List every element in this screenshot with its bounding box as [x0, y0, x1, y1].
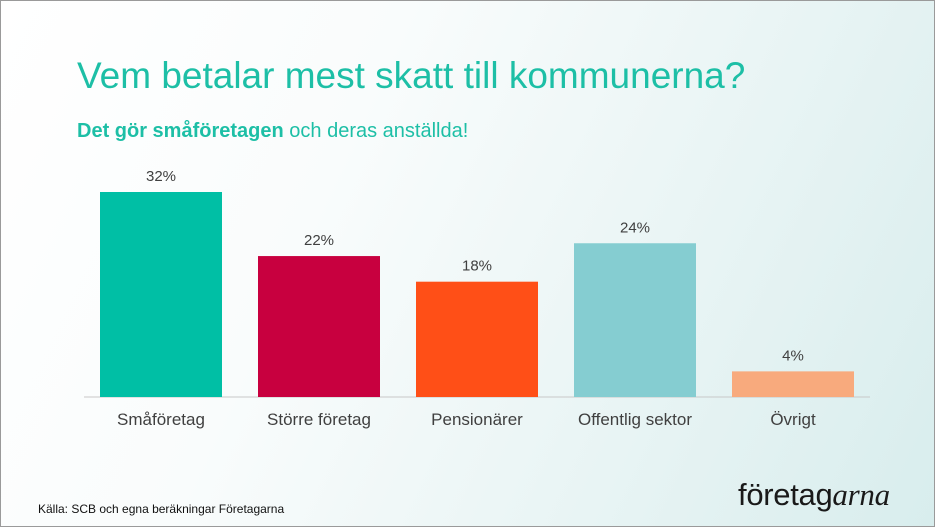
category-label-4: Övrigt: [770, 410, 816, 429]
bar-2: [416, 281, 538, 397]
category-label-2: Pensionärer: [431, 410, 523, 429]
value-label-1: 22%: [304, 232, 334, 249]
category-label-0: Småföretag: [117, 410, 205, 429]
bar-3: [574, 243, 696, 397]
bar-0: [100, 192, 222, 397]
logo-part1: företag: [738, 477, 833, 512]
chart-title: Vem betalar mest skatt till kommunerna?: [77, 55, 746, 96]
category-label-3: Offentlig sektor: [578, 410, 692, 429]
logo-part2: arna: [832, 477, 890, 512]
value-label-4: 4%: [782, 347, 804, 364]
bar-1: [258, 256, 380, 397]
value-label-2: 18%: [462, 258, 492, 275]
category-label-1: Större företag: [267, 410, 371, 429]
value-label-0: 32%: [146, 168, 176, 185]
chart-subtitle: Det gör småföretagen och deras anställda…: [77, 120, 468, 143]
bar-4: [732, 371, 854, 397]
subtitle-bold: Det gör småföretagen: [77, 120, 284, 142]
source-note: Källa: SCB och egna beräkningar Företaga…: [38, 502, 285, 516]
value-label-3: 24%: [620, 219, 650, 236]
subtitle-rest: och deras anställda!: [283, 120, 469, 142]
foretagarna-logo: företagarna: [738, 477, 890, 513]
